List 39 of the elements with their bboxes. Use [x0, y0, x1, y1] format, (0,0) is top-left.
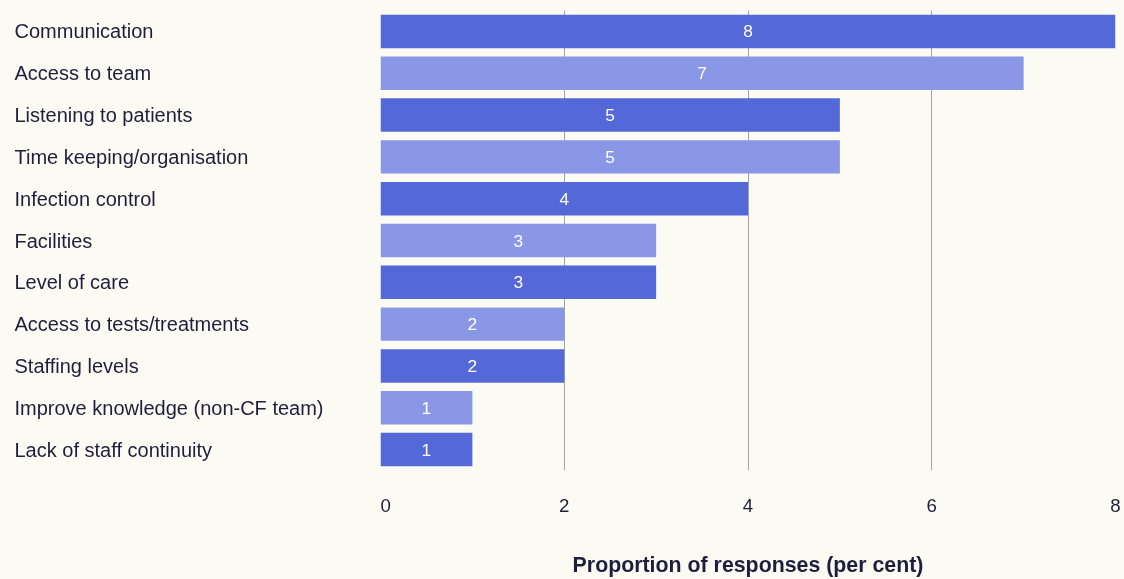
bar — [380, 307, 565, 341]
data-label: 2 — [467, 314, 478, 335]
y-tick-label: Staffing levels — [14, 354, 139, 377]
data-label: 5 — [605, 146, 616, 167]
bar — [380, 98, 840, 132]
bar — [380, 223, 657, 258]
bar — [380, 265, 657, 300]
y-tick-label: Time keeping/organisation — [14, 145, 249, 168]
bar — [380, 181, 748, 216]
y-tick-label: Facilities — [14, 229, 93, 252]
x-tick-label: 2 — [559, 494, 570, 516]
x-tick-label: 6 — [926, 494, 937, 516]
bar — [380, 56, 1024, 90]
x-tick-label: 4 — [742, 494, 754, 516]
y-tick-label: Level of care — [14, 271, 130, 294]
data-label: 8 — [743, 21, 753, 42]
x-tick-label: 8 — [1110, 494, 1121, 516]
x-tick-label: 0 — [380, 494, 391, 516]
y-tick-label: Communication — [14, 20, 154, 43]
data-label: 1 — [421, 439, 432, 460]
bar — [380, 14, 1116, 49]
y-tick-label: Listening to patients — [14, 104, 193, 127]
data-label: 2 — [467, 355, 478, 376]
data-label: 3 — [513, 230, 524, 251]
y-tick-label: Access to tests/treatments — [14, 313, 250, 336]
bar — [380, 432, 473, 467]
x-axis-title: Proportion of responses (per cent) — [572, 552, 924, 577]
y-tick-label: Improve knowledge (non-CF team) — [14, 396, 324, 419]
bar — [380, 349, 565, 383]
data-label: 3 — [513, 272, 524, 293]
bar — [380, 140, 840, 174]
bar — [380, 391, 473, 425]
data-label: 7 — [697, 63, 707, 84]
data-label: 4 — [559, 188, 570, 209]
y-tick-label: Access to team — [14, 62, 152, 85]
y-tick-label: Lack of staff continuity — [14, 438, 213, 461]
data-label: 5 — [605, 105, 616, 126]
y-tick-label: Infection control — [14, 187, 156, 210]
data-label: 1 — [421, 397, 432, 418]
